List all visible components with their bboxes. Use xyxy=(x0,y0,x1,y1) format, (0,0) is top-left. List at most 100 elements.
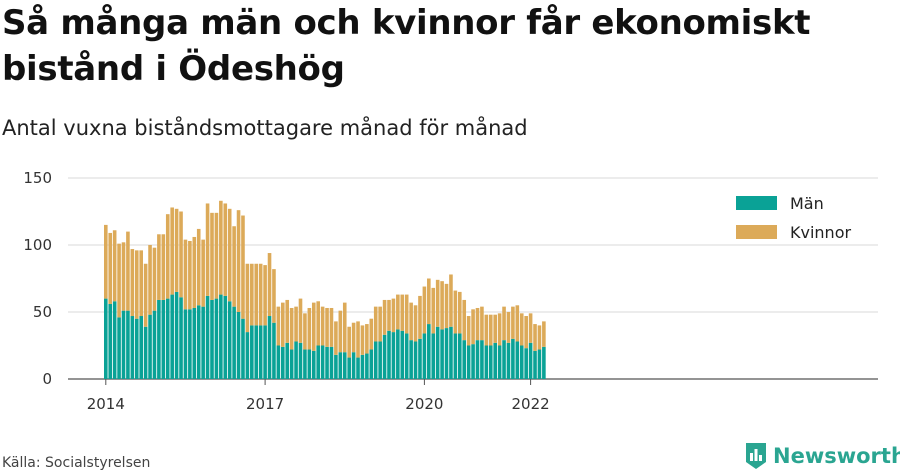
bar-men xyxy=(157,299,161,379)
bar-men xyxy=(466,345,471,379)
bar-women xyxy=(351,322,356,353)
bar-women xyxy=(134,250,139,319)
bar-women xyxy=(435,279,440,327)
bar-men xyxy=(245,332,250,379)
bar-men xyxy=(533,350,537,379)
bar-men xyxy=(515,341,520,379)
bar-men xyxy=(396,329,400,379)
legend: Män Kvinnor xyxy=(736,194,851,242)
bar-women xyxy=(294,306,298,342)
bar-men xyxy=(422,333,427,379)
bar-women xyxy=(258,263,263,326)
bar-men xyxy=(373,341,378,379)
bar-women xyxy=(511,306,515,339)
bar-women xyxy=(488,314,493,346)
bar-men xyxy=(542,346,546,379)
bar-men xyxy=(139,316,143,379)
bar-men xyxy=(338,352,343,379)
bar-women xyxy=(188,240,192,310)
bar-men xyxy=(272,322,276,379)
bar-women xyxy=(365,324,369,354)
bar-women xyxy=(196,228,201,306)
bar-women xyxy=(497,313,502,346)
bar-women xyxy=(338,310,343,353)
legend-label-men: Män xyxy=(790,194,824,213)
bar-men xyxy=(391,332,396,379)
bar-women xyxy=(126,231,130,311)
bar-men xyxy=(475,340,480,379)
y-tick-label-50: 50 xyxy=(33,303,52,321)
bar-men xyxy=(311,350,316,379)
bar-men xyxy=(258,325,263,379)
bar-women xyxy=(458,291,462,334)
bar-women xyxy=(519,313,524,346)
bar-women xyxy=(245,263,250,333)
bar-women xyxy=(369,318,374,350)
bar-men xyxy=(387,330,391,379)
bar-women xyxy=(480,306,484,341)
bar-women xyxy=(303,313,307,350)
bar-women xyxy=(342,302,347,353)
bar-women xyxy=(174,208,179,292)
bar-women xyxy=(161,234,166,300)
bar-women xyxy=(329,307,334,347)
y-tick-label-0: 0 xyxy=(42,370,52,388)
bar-men xyxy=(267,316,272,379)
bar-women xyxy=(484,314,489,346)
bar-men xyxy=(174,291,179,379)
bar-men xyxy=(183,309,188,379)
bar-men xyxy=(276,345,281,379)
bar-women xyxy=(493,314,497,343)
bar-men xyxy=(121,310,126,379)
bar-women xyxy=(281,302,285,347)
bar-women xyxy=(444,283,449,329)
bar-men xyxy=(170,294,174,379)
bar-women xyxy=(139,250,143,317)
bar-men xyxy=(413,341,418,379)
source-note: Källa: Socialstyrelsen xyxy=(2,455,151,471)
bar-men xyxy=(329,346,334,379)
bar-men xyxy=(484,345,489,379)
chart-subtitle: Antal vuxna biståndsmottagare månad för … xyxy=(2,116,528,140)
bar-men xyxy=(325,346,329,379)
bar-women xyxy=(214,212,219,299)
bar-men xyxy=(281,346,285,379)
bar-men xyxy=(369,349,374,379)
bar-women xyxy=(241,215,245,319)
bar-men xyxy=(214,298,219,379)
bar-men xyxy=(431,333,436,379)
bar-men xyxy=(528,342,533,379)
bar-men xyxy=(285,342,290,379)
legend-swatch-men xyxy=(736,196,777,210)
bar-men xyxy=(289,349,294,379)
bar-men xyxy=(112,301,117,379)
bar-men xyxy=(360,354,365,379)
bar-women xyxy=(387,299,391,331)
bar-men xyxy=(449,326,453,379)
bar-women xyxy=(360,325,365,355)
bar-men xyxy=(294,341,298,379)
bar-men xyxy=(201,306,205,379)
bar-women xyxy=(219,200,223,295)
bar-men xyxy=(241,318,245,379)
bar-women xyxy=(205,203,210,296)
bar-men xyxy=(506,342,511,379)
bar-women xyxy=(396,294,400,330)
brand[interactable]: Newsworthy xyxy=(744,441,900,471)
bar-women xyxy=(152,247,157,311)
bar-men xyxy=(493,342,497,379)
bar-men xyxy=(480,340,484,379)
bar-women xyxy=(272,269,276,323)
bar-women xyxy=(320,306,325,346)
bar-men xyxy=(117,317,121,379)
bar-women xyxy=(400,294,405,331)
bar-men xyxy=(254,325,259,379)
bar-women xyxy=(227,208,232,302)
bar-men xyxy=(404,333,409,379)
bar-women xyxy=(267,253,272,317)
bar-women xyxy=(453,290,458,334)
bar-men xyxy=(382,334,387,379)
bar-men xyxy=(126,310,130,379)
bar-men xyxy=(303,349,307,379)
bar-men xyxy=(165,298,170,379)
